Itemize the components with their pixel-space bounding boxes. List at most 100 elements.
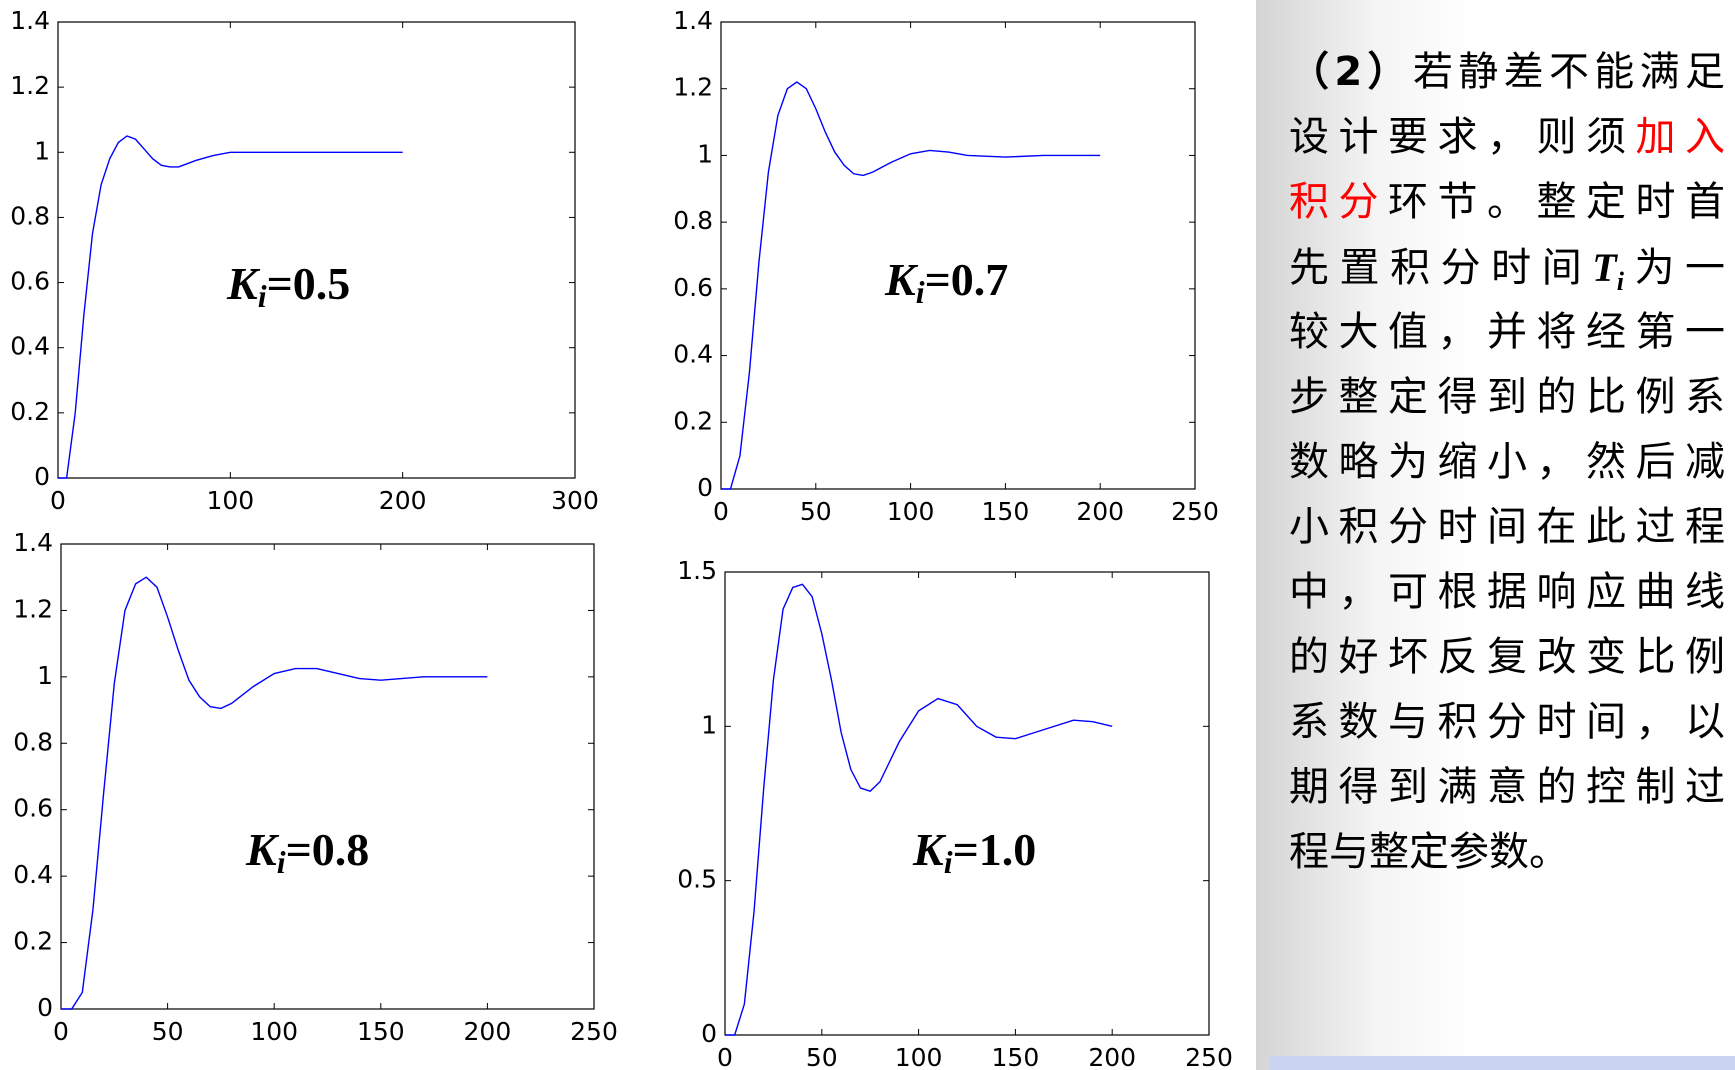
text-run: 设计要求，则须 — [1289, 114, 1636, 160]
text-line: 期得到满意的控制过 — [1289, 755, 1725, 820]
x-tick-label: 200 — [1088, 1043, 1136, 1070]
y-tick-label: 0 — [701, 1019, 717, 1048]
text-line: 步整定得到的比例系 — [1289, 365, 1725, 430]
annotation: Ki=0.7 — [884, 254, 1008, 311]
x-tick-label: 0 — [53, 1017, 69, 1046]
y-tick-label: 1 — [37, 661, 53, 690]
y-tick-label: 1.2 — [13, 594, 53, 623]
x-tick-label: 0 — [50, 486, 66, 515]
y-tick-label: 0.5 — [677, 865, 717, 894]
y-tick-label: 0.2 — [10, 397, 50, 426]
annotation-subscript: i — [258, 278, 267, 314]
y-tick-label: 1.2 — [10, 71, 50, 100]
text-line: （2）若静差不能满足 — [1289, 40, 1725, 105]
plot-frame — [724, 571, 1210, 1036]
text-run: （2） — [1289, 49, 1413, 95]
y-tick-label: 0.2 — [673, 406, 713, 435]
x-tick-label: 50 — [152, 1017, 184, 1046]
x-tick-label: 0 — [713, 497, 729, 526]
text-line: 较大值，并将经第一 — [1289, 300, 1725, 365]
x-tick-label: 50 — [806, 1043, 838, 1070]
annotation-subscript: i — [277, 844, 286, 880]
y-tick-label: 0.6 — [10, 267, 50, 296]
x-tick-label: 250 — [1185, 1043, 1233, 1070]
line — [58, 135, 403, 479]
text-run: 系数与积分时间，以 — [1289, 699, 1725, 745]
text-run: 数略为缩小，然后减 — [1289, 439, 1725, 485]
y-tick-label: 0 — [697, 473, 713, 502]
text-run: 为一 — [1623, 245, 1726, 291]
charts: 00.20.40.60.811.21.40 100 200 300Ki=0.500.2… — [10, 6, 1233, 1070]
text-run: 小积分时间在此过程 — [1289, 504, 1725, 550]
text-run: 程与整定参数。 — [1289, 829, 1569, 875]
y-tick-label: 0.8 — [10, 201, 50, 230]
text-run: 若静差不能满足 — [1412, 49, 1725, 95]
x-tick-label: 200 — [464, 1017, 512, 1046]
text-run: 加入 — [1635, 114, 1726, 160]
y-tick-label: 1.5 — [677, 556, 717, 585]
x-tick-label: 150 — [982, 497, 1030, 526]
line — [721, 81, 1101, 490]
annotation-symbol: K — [245, 824, 280, 875]
text-run: T — [1592, 245, 1617, 290]
x-tick-label: 0 — [717, 1043, 733, 1070]
annotation-text: =0.5 — [267, 258, 351, 309]
text-run: 的好坏反复改变比例 — [1289, 634, 1725, 680]
text-line: 设计要求，则须加入 — [1289, 105, 1725, 170]
y-tick-label: 0.4 — [13, 860, 53, 889]
text-block: （2）若静差不能满足 设计要求，则须加入 积分环节。整定时首 先置积分时间Ti为一 较大… — [1289, 40, 1725, 885]
bottom-strip — [1270, 1056, 1735, 1070]
x-tick-label: 250 — [570, 1017, 618, 1046]
text-run: 先置积分时间 — [1289, 245, 1593, 291]
line — [725, 583, 1113, 1036]
text-line: 系数与积分时间，以 — [1289, 690, 1725, 755]
y-tick-label: 1.4 — [10, 6, 50, 35]
annotation-text: =0.8 — [286, 824, 370, 875]
text-run: 中，可根据响应曲线 — [1289, 569, 1725, 615]
plot-frame — [720, 21, 1196, 490]
text-run: 较大值，并将经第一 — [1289, 309, 1725, 355]
text-run: 期得到满意的控制过 — [1289, 764, 1725, 810]
y-tick-label: 0.2 — [13, 927, 53, 956]
y-tick-label: 1.4 — [673, 6, 713, 35]
text-subscript: i — [1616, 267, 1624, 296]
x-tick-label: 100 — [250, 1017, 298, 1046]
line — [61, 576, 488, 1010]
y-tick-label: 0.4 — [10, 332, 50, 361]
y-tick-label: 0.8 — [673, 206, 713, 235]
y-tick-label: 0.6 — [673, 273, 713, 302]
annotation-symbol: K — [226, 258, 261, 309]
text-line: 小积分时间在此过程 — [1289, 495, 1725, 560]
annotation-text: =1.0 — [953, 824, 1037, 875]
annotation-subscript: i — [944, 844, 953, 880]
text-line: 程与整定参数。 — [1289, 820, 1725, 885]
y-tick-label: 1 — [697, 139, 713, 168]
text-line: 积分环节。整定时首 — [1289, 170, 1725, 235]
y-tick-label: 0.4 — [673, 340, 713, 369]
text-line: 先置积分时间Ti为一 — [1289, 235, 1725, 300]
annotation-symbol: K — [884, 254, 919, 305]
y-tick-label: 0 — [34, 462, 50, 491]
y-tick-label: 1 — [701, 710, 717, 739]
y-tick-label: 0 — [37, 993, 53, 1022]
x-tick-label: 200 — [1076, 497, 1124, 526]
y-tick-label: 0.8 — [13, 727, 53, 756]
text-line: 的好坏反复改变比例 — [1289, 625, 1725, 690]
y-tick-label: 0.6 — [13, 794, 53, 823]
x-tick-label: 50 — [800, 497, 832, 526]
x-tick-label: 100 — [206, 486, 254, 515]
text-run: 步整定得到的比例系 — [1289, 374, 1725, 420]
text-line: 数略为缩小，然后减 — [1289, 430, 1725, 495]
x-tick-label: 200 — [379, 486, 427, 515]
plot-frame — [60, 543, 595, 1010]
annotation: Ki=1.0 — [912, 824, 1036, 881]
text-line: 中，可根据响应曲线 — [1289, 560, 1725, 625]
annotation-symbol: K — [912, 824, 947, 875]
text-run: 积分 — [1289, 179, 1388, 225]
y-tick-label: 1.2 — [673, 73, 713, 102]
text-run: 环节。整定时首 — [1388, 179, 1725, 225]
x-tick-label: 150 — [357, 1017, 405, 1046]
x-tick-label: 150 — [992, 1043, 1040, 1070]
y-tick-label: 1 — [34, 136, 50, 165]
